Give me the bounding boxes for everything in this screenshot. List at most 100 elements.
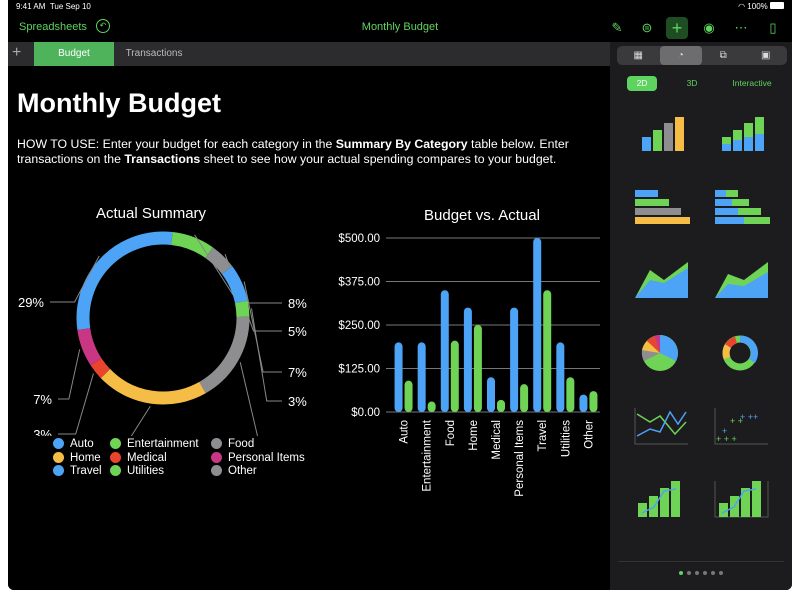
svg-text:+ ++: + ++ bbox=[740, 412, 758, 422]
document-icon[interactable]: ▯ bbox=[769, 20, 777, 35]
page-indicator[interactable] bbox=[610, 562, 792, 580]
svg-text:+ + +: + + + bbox=[716, 434, 737, 444]
x-tick-label: Home bbox=[468, 420, 480, 451]
chart-thumbnail-scatter[interactable]: + + + + + + ++ + bbox=[710, 404, 770, 449]
area-chart-icon bbox=[635, 262, 688, 298]
chart-icon[interactable]: ◔ bbox=[659, 46, 702, 65]
bar-budget bbox=[394, 342, 403, 412]
document-title: Monthly Budget bbox=[361, 21, 439, 33]
donut-slice-home bbox=[100, 368, 206, 405]
donut-slice-food bbox=[205, 247, 233, 275]
page-dot[interactable] bbox=[679, 571, 683, 575]
page-dot[interactable] bbox=[695, 571, 699, 575]
chart-thumbnail-column[interactable] bbox=[630, 112, 690, 157]
chart-thumbnail-mixed[interactable] bbox=[630, 477, 690, 522]
donut-slice-travel bbox=[221, 266, 248, 304]
donut-legend: Auto Entertainment Food Home Medical Personal… bbox=[53, 438, 323, 483]
page-dot[interactable] bbox=[687, 571, 691, 575]
spreadsheets-back-button[interactable]: Spreadsheets bbox=[19, 21, 87, 33]
legend-label: Medical bbox=[127, 451, 167, 464]
stacked-area-chart-icon bbox=[715, 262, 768, 298]
donut-slice-personal-items bbox=[77, 327, 102, 366]
slice-label: 5% bbox=[288, 324, 307, 339]
more-icon[interactable]: ⋯ bbox=[734, 20, 748, 35]
tab-2d[interactable]: 2D bbox=[627, 76, 657, 91]
insert-segment-control: ▦ ◔ ⧉ ▣ bbox=[617, 46, 787, 65]
slice-label: 3% bbox=[288, 394, 307, 409]
leader-line bbox=[50, 255, 100, 303]
x-tick-label: Food bbox=[445, 420, 457, 446]
legend-swatch bbox=[211, 438, 222, 449]
legend-item: Medical bbox=[110, 451, 167, 464]
shapes-icon[interactable]: ⧉ bbox=[719, 50, 727, 61]
legend-item: Other bbox=[211, 465, 257, 477]
bar-actual bbox=[450, 340, 459, 412]
date: Tue Sep 10 bbox=[49, 2, 91, 11]
page-dot[interactable] bbox=[711, 571, 715, 575]
undo-icon[interactable]: ↶ bbox=[96, 19, 110, 33]
chart-thumbnail-line[interactable] bbox=[630, 404, 690, 449]
legend-label: Travel bbox=[70, 465, 102, 477]
chart-thumbnail-two-axis[interactable] bbox=[710, 477, 770, 522]
toolbar: Spreadsheets ↶ Monthly Budget ✎ ⊜ + ◉ ⋯ … bbox=[8, 14, 792, 42]
tab-interactive[interactable]: Interactive bbox=[732, 78, 772, 88]
collaborate-icon[interactable]: ◉ bbox=[703, 20, 715, 35]
chart-thumbnail-donut[interactable] bbox=[710, 331, 770, 376]
y-tick-label: $375.00 bbox=[338, 277, 380, 289]
add-sheet-button[interactable]: + bbox=[12, 44, 22, 61]
pie-chart-icon bbox=[641, 334, 678, 371]
divider bbox=[618, 561, 784, 562]
battery-level: 100% bbox=[747, 2, 768, 11]
add-icon[interactable]: + bbox=[666, 17, 688, 39]
x-tick-label: Medical bbox=[491, 420, 503, 460]
instructions: HOW TO USE: Enter your budget for each c… bbox=[17, 137, 577, 167]
mixed-chart-icon bbox=[638, 481, 680, 517]
legend-swatch bbox=[110, 438, 121, 449]
bar-budget bbox=[487, 377, 495, 412]
bar-chart-icon bbox=[635, 190, 692, 224]
legend-label: Home bbox=[70, 451, 101, 464]
paintbrush-icon[interactable]: ✎ bbox=[611, 20, 623, 35]
slice-label: 8% bbox=[288, 296, 307, 311]
bar-chart-title: Budget vs. Actual bbox=[424, 207, 540, 224]
bar-chart[interactable]: $0.00 $125.00 $250.00 $375.00 $500.00 Auto Ent… bbox=[318, 221, 610, 521]
media-icon[interactable]: ▣ bbox=[761, 50, 771, 61]
legend-swatch bbox=[211, 465, 222, 476]
page-title: Monthly Budget bbox=[17, 88, 221, 118]
bar-actual bbox=[566, 377, 575, 412]
legend-label: Other bbox=[228, 465, 257, 477]
instructions-bold: Summary By Category bbox=[335, 137, 468, 151]
page-dot[interactable] bbox=[719, 571, 723, 575]
legend-label: Auto bbox=[70, 438, 94, 450]
tab-budget[interactable]: Budget bbox=[34, 42, 114, 66]
chart-thumbnail-stacked-column[interactable] bbox=[710, 112, 770, 157]
legend-item: Entertainment bbox=[110, 438, 199, 450]
chart-thumbnail-bar[interactable] bbox=[630, 185, 692, 230]
donut-slice-medical bbox=[90, 358, 111, 379]
scatter-chart-icon: + + + + ++ ++ + bbox=[714, 408, 768, 445]
svg-text:+ +: + + bbox=[730, 416, 743, 426]
tab-3d[interactable]: 3D bbox=[686, 78, 698, 88]
chart-thumbnail-stacked-area[interactable] bbox=[710, 258, 770, 303]
bar-actual bbox=[543, 290, 552, 412]
leader-line bbox=[239, 362, 259, 436]
page-dot[interactable] bbox=[703, 571, 707, 575]
chart-thumbnail-stacked-bar[interactable] bbox=[710, 185, 772, 230]
bar-actual bbox=[520, 384, 529, 412]
status-bar: 9:41 AM Tue Sep 10 ◠ 100% bbox=[16, 2, 784, 14]
instructions-text: sheet to see how your actual spending co… bbox=[200, 152, 557, 166]
donut-chart-title: Actual Summary bbox=[96, 205, 207, 222]
donut-slice-utilities bbox=[234, 300, 250, 318]
table-icon[interactable]: ▦ bbox=[633, 50, 643, 61]
legend-swatch bbox=[53, 438, 64, 449]
instructions-text: table below. Enter transactions on the bbox=[17, 137, 569, 166]
donut-chart[interactable]: 29%8%5%7%3%17%21%3%7% bbox=[8, 216, 328, 436]
format-icon[interactable]: ⊜ bbox=[641, 20, 653, 35]
chart-thumbnail-area[interactable] bbox=[630, 258, 690, 303]
donut-slice-other bbox=[199, 316, 250, 394]
bar-budget bbox=[556, 342, 565, 412]
chart-thumbnail-pie[interactable] bbox=[630, 331, 690, 376]
tab-transactions[interactable]: Transactions bbox=[125, 48, 183, 59]
line-chart-icon bbox=[634, 408, 688, 445]
bar-actual bbox=[497, 399, 505, 412]
